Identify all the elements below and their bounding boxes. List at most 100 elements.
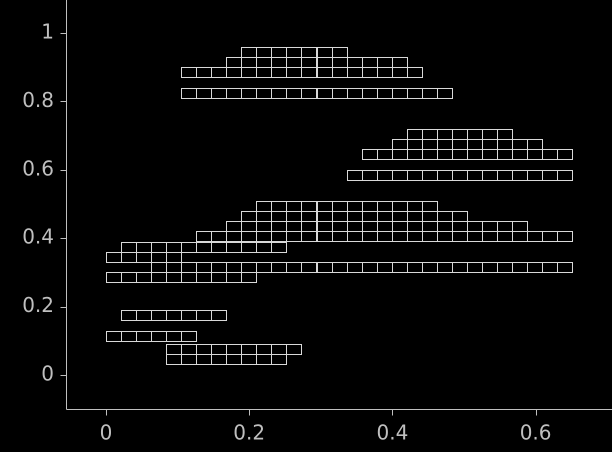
curve-cell <box>226 262 242 273</box>
curve-cell <box>437 170 453 181</box>
curve-cell <box>332 211 348 222</box>
curve-cell <box>151 331 167 342</box>
curve-cell <box>317 262 333 273</box>
curve-cell <box>241 231 257 242</box>
curve-cell <box>482 149 498 160</box>
curve-cell <box>271 242 287 253</box>
curve-cell <box>347 201 363 212</box>
curve-cell <box>467 231 483 242</box>
curve-cell <box>407 262 423 273</box>
curve-cell <box>407 129 423 140</box>
curve-cell <box>347 231 363 242</box>
curve-cell <box>392 262 408 273</box>
curve-cell <box>211 242 227 253</box>
curve-cell <box>226 88 242 99</box>
curve-cell <box>332 67 348 78</box>
curve-cell <box>211 310 227 321</box>
x-tick-label: 0 <box>100 421 113 445</box>
curve-cell <box>557 149 573 160</box>
curve-cell <box>332 47 348 58</box>
curve-cell <box>362 149 378 160</box>
curve-cell <box>241 354 257 365</box>
curve-cell <box>347 170 363 181</box>
curve-cell <box>241 242 257 253</box>
curve-cell <box>121 242 137 253</box>
curve-cell <box>271 344 287 355</box>
curve-cell <box>256 88 272 99</box>
curve-cell <box>271 211 287 222</box>
curve-cell <box>407 88 423 99</box>
curve-cell <box>437 88 453 99</box>
curve-cell <box>196 344 212 355</box>
curve-cell <box>136 272 152 283</box>
curve-cell <box>467 221 483 232</box>
curve-cell <box>392 211 408 222</box>
curve-cell <box>482 231 498 242</box>
curve-cell <box>422 231 438 242</box>
curve-cell <box>196 67 212 78</box>
curve-cell <box>181 272 197 283</box>
curve-cell <box>437 231 453 242</box>
curve-cell <box>467 139 483 150</box>
curve-cell <box>527 170 543 181</box>
curve-cell <box>256 211 272 222</box>
curve-cell <box>377 88 393 99</box>
curve-cell <box>482 170 498 181</box>
curve-cell <box>392 139 408 150</box>
curve-cell <box>392 170 408 181</box>
curve-cell <box>106 252 122 263</box>
curve-cell <box>136 252 152 263</box>
curve-cell <box>407 211 423 222</box>
curve-cell <box>256 262 272 273</box>
curve-cell <box>377 57 393 68</box>
curve-cell <box>377 170 393 181</box>
curve-cell <box>301 201 317 212</box>
curve-cell <box>196 242 212 253</box>
curve-cell <box>196 272 212 283</box>
curve-cell <box>437 149 453 160</box>
curve-cell <box>256 354 272 365</box>
y-tick-label: 1 <box>41 20 54 44</box>
curve-cell <box>241 211 257 222</box>
curve-cell <box>317 221 333 232</box>
curve-cell <box>256 231 272 242</box>
curve-cell <box>286 201 302 212</box>
curve-cell <box>497 221 513 232</box>
curve-cell <box>512 139 528 150</box>
curve-cell <box>347 88 363 99</box>
curve-cell <box>151 252 167 263</box>
y-tick-label: 0.8 <box>22 88 54 112</box>
curve-cell <box>542 149 558 160</box>
curve-cell <box>286 262 302 273</box>
curve-cell <box>121 310 137 321</box>
curve-cell <box>527 149 543 160</box>
curve-cell <box>271 67 287 78</box>
curve-cell <box>422 149 438 160</box>
curve-cell <box>392 57 408 68</box>
curve-cell <box>166 272 182 283</box>
curve-cell <box>181 242 197 253</box>
curve-cell <box>512 221 528 232</box>
curve-cell <box>407 67 423 78</box>
curve-cell <box>317 211 333 222</box>
curve-cell <box>482 221 498 232</box>
curve-cell <box>332 221 348 232</box>
curve-cell <box>151 272 167 283</box>
curve-cell <box>392 231 408 242</box>
curve-cell <box>452 262 468 273</box>
curve-cell <box>181 88 197 99</box>
curve-cell <box>317 57 333 68</box>
curve-cell <box>377 149 393 160</box>
curve-cell <box>241 272 257 283</box>
curve-cell <box>196 310 212 321</box>
curve-cell <box>317 67 333 78</box>
curve-cell <box>241 221 257 232</box>
curve-cell <box>467 149 483 160</box>
curve-cell <box>211 272 227 283</box>
curve-cell <box>317 47 333 58</box>
curve-cell <box>557 262 573 273</box>
curve-cell <box>512 149 528 160</box>
curve-cell <box>256 201 272 212</box>
curve-cell <box>542 170 558 181</box>
